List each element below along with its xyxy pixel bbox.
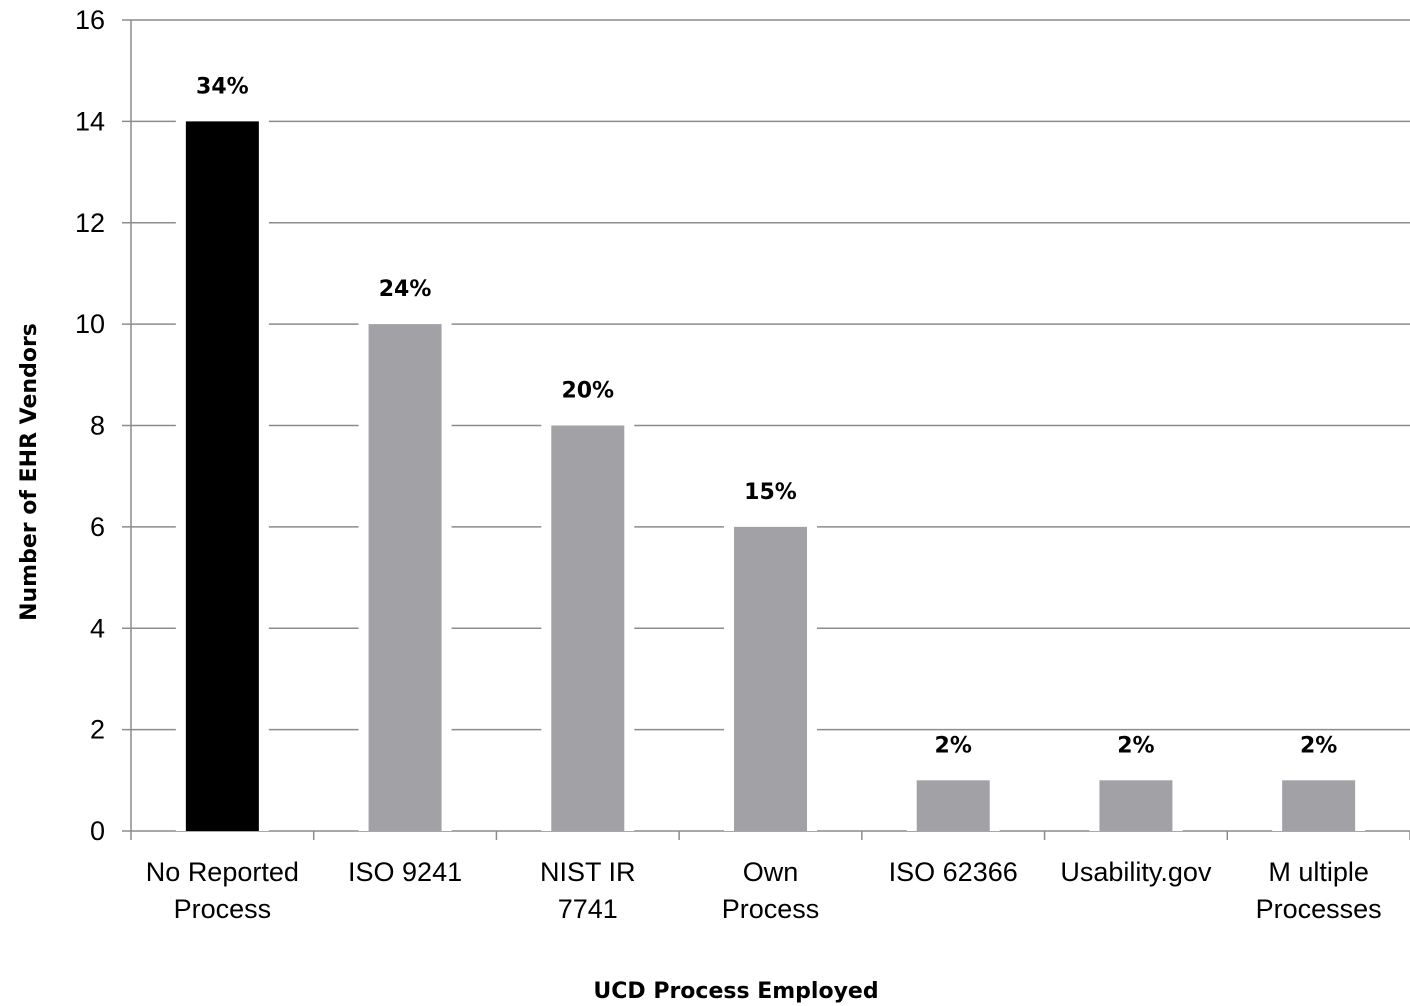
bar (368, 324, 442, 831)
bar (1282, 780, 1356, 831)
bar (551, 425, 625, 831)
data-label: 2% (1117, 733, 1154, 758)
x-tick-label: NIST IR 7741 (540, 857, 636, 924)
bar (1099, 780, 1173, 831)
x-tick-label: Own Process (722, 857, 820, 924)
x-tick-label: ISO 9241 (348, 857, 462, 887)
x-tick-label: ISO 62366 (889, 857, 1018, 887)
y-tick-label: 8 (90, 411, 105, 441)
data-label: 34% (196, 74, 249, 99)
data-label: 24% (379, 277, 432, 302)
bar (185, 121, 259, 831)
bar (916, 780, 990, 831)
y-tick-label: 12 (75, 208, 105, 238)
y-tick-label: 6 (90, 512, 105, 542)
y-axis-title: Number of EHR Vendors (17, 323, 42, 621)
bar (734, 526, 807, 831)
x-tick-label: No Reported Process (146, 857, 299, 924)
data-label: 15% (744, 480, 797, 505)
x-tick-label: M ultiple Processes (1256, 857, 1382, 924)
y-tick-label: 2 (90, 715, 105, 745)
data-label: 20% (561, 379, 614, 404)
y-tick-label: 10 (75, 309, 105, 339)
data-label: 2% (935, 733, 972, 758)
y-tick-label: 14 (75, 106, 105, 136)
x-tick-label: Usability.gov (1060, 857, 1212, 887)
y-tick-label: 4 (90, 613, 105, 643)
x-axis-title: UCD Process Employed (593, 979, 878, 1004)
data-label: 2% (1300, 733, 1337, 758)
y-tick-label: 0 (90, 816, 105, 846)
labels: 0 2 4 6 8 10 12 14 16 34% No Reported Process 24% ISO… (75, 5, 1382, 924)
y-tick-label: 16 (75, 5, 105, 35)
bars (175, 117, 1366, 831)
